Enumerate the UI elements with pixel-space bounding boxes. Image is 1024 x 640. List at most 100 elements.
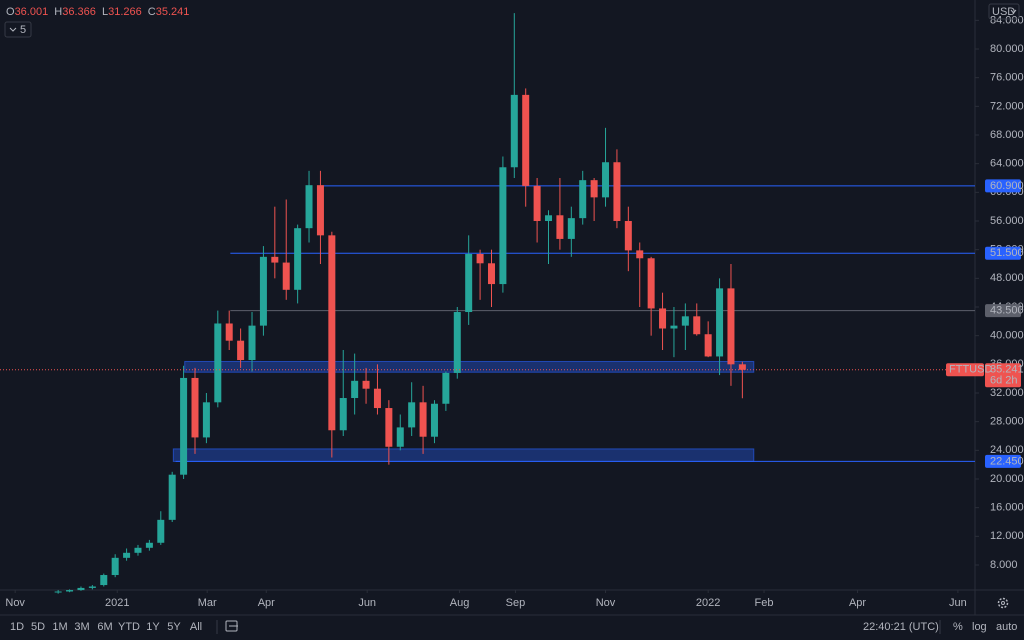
y-tick-label: 76.000 [990,72,1024,84]
x-tick-label: Aug [450,597,470,609]
x-tick-label: Feb [755,597,774,609]
candle-body [225,323,233,341]
candle-body [385,408,393,447]
indicator-toggle[interactable]: 5 [4,21,32,38]
candle-body [738,364,746,370]
y-tick-label: 32.000 [990,387,1024,399]
y-tick-label: 68.000 [990,129,1024,141]
range-button[interactable]: 6M [97,621,112,633]
range-button[interactable]: 1M [52,621,67,633]
level-label: 51.500 [990,247,1024,259]
log-toggle[interactable]: log [972,621,987,633]
candle-body [647,258,655,309]
candle-body [282,262,290,290]
price-label: 35.241 [990,364,1024,376]
x-tick-label: 2022 [696,597,720,609]
x-tick-label: Jun [949,597,967,609]
compare-icon[interactable] [225,620,238,632]
percent-toggle[interactable]: % [953,621,963,633]
range-button[interactable]: 1Y [146,621,160,633]
candle-body [613,162,621,222]
ohlc-label: C [148,6,156,18]
candle-body [180,377,188,475]
candle-body [373,388,381,409]
candle-body [681,316,689,326]
candle-body [54,591,62,593]
range-button[interactable]: 1D [10,621,24,633]
price-label-box [985,363,1021,388]
x-tick-label: Apr [258,597,275,609]
candle-body [522,94,530,186]
ohlc-label: H [54,6,62,18]
candle-body [453,312,461,373]
y-tick-label: 56.000 [990,215,1024,227]
candle-body [191,377,199,438]
candle-body [328,235,336,431]
candle-body [66,590,74,592]
candle-body [533,185,541,222]
y-tick-label: 16.000 [990,502,1024,514]
range-button[interactable]: All [190,621,202,633]
range-button[interactable]: YTD [118,621,140,633]
candle-body [419,402,427,437]
x-tick-label: Sep [506,597,526,609]
symbol-label: FTTUSD [949,364,992,376]
y-tick-label: 48.000 [990,272,1024,284]
candle-body [716,288,724,357]
level-label: 60.900 [990,180,1024,192]
candle-body [430,403,438,437]
candle-body [556,215,564,239]
y-tick-label: 84.000 [990,14,1024,26]
candle-body [476,253,484,264]
candle-body [77,587,85,591]
y-tick-label: 28.000 [990,416,1024,428]
range-button[interactable]: 5D [31,621,45,633]
countdown: 6d 2h [990,375,1018,387]
ohlc-label: L [102,6,108,18]
level-label-box [985,304,1021,318]
candle-body [88,586,96,588]
currency: USD [992,6,1015,18]
candle-body [123,552,131,558]
support-zone [172,448,755,462]
ohlc-value: 31.266 [108,6,142,18]
candle-body [408,402,416,428]
candle-body [145,542,153,548]
y-tick-label: 40.000 [990,330,1024,342]
candle-body [510,94,518,168]
candle-body [111,557,119,576]
level-label: 22.450 [990,455,1024,467]
candle-body [168,474,176,520]
candle-body [659,308,667,329]
candle-body [339,398,347,431]
symbol-label-box [946,363,984,377]
candle-body [214,323,222,403]
candle-body [602,162,610,198]
level-label-box [985,246,1021,260]
candle-body [590,180,598,198]
candle-body [134,547,142,553]
x-tick-label: Apr [849,597,866,609]
candle-body [545,215,553,222]
candle-body [316,185,324,236]
y-tick-label: 64.000 [990,158,1024,170]
ohlc-value: 35.241 [156,6,190,18]
candle-body [294,228,302,290]
clock[interactable]: 22:40:21 (UTC) [863,621,939,633]
settings-button[interactable] [997,597,1009,609]
indicator-count: 5 [20,24,26,36]
y-tick-label: 8.000 [990,559,1018,571]
support-zone [184,360,755,373]
candle-body [465,253,473,313]
range-button[interactable]: 5Y [167,621,181,633]
candle-body [259,256,267,326]
candle-body [636,250,644,259]
auto-toggle[interactable]: auto [996,621,1017,633]
y-tick-label: 24.000 [990,444,1024,456]
plot-area: 8.000 12.000 16.000 20.000 24.000 28.000 32.00… [0,13,1024,609]
range-button[interactable]: 3M [74,621,89,633]
ohlc-value: 36.001 [15,6,49,18]
currency-button[interactable]: USD [988,3,1020,20]
candle-body [100,575,108,586]
